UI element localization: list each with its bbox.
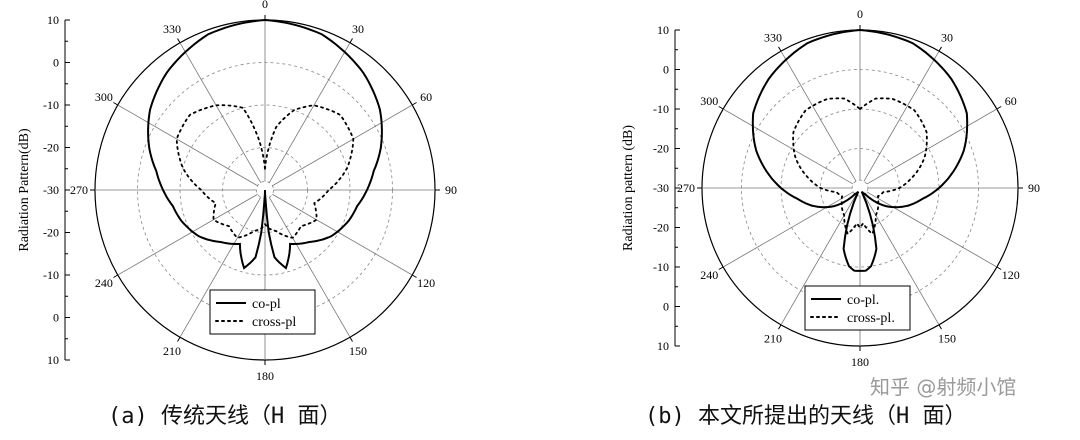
radial-tick-label: -20: [653, 142, 669, 156]
angle-tick-mark: [938, 46, 942, 52]
series-co-pl-line: [147, 18, 383, 270]
angle-tick-label: 180: [256, 369, 274, 383]
radial-tick-label: 0: [663, 300, 669, 314]
radial-tick-label: -10: [653, 260, 669, 274]
legend-label: cross-pl.: [847, 311, 895, 326]
angle-tick-label: 210: [764, 332, 782, 346]
angle-tick-mark: [778, 46, 782, 52]
angle-tick-mark: [349, 336, 353, 342]
polar-chart-b: 0 30 60 90 120 150 180 210 240 270 300 330 10 0 -10 -20…: [621, 7, 1040, 369]
angle-tick-mark: [177, 38, 181, 44]
grid-spoke: [272, 193, 413, 276]
watermark: 知乎 @射频小馆: [870, 375, 1016, 399]
radial-tick-label: 0: [53, 56, 59, 70]
radial-tick-label: -20: [43, 226, 59, 240]
grid-spoke: [866, 108, 998, 185]
caption-b: (b) 本文所提出的天线（H 面）: [645, 404, 966, 429]
radial-tick-label: -10: [43, 98, 59, 112]
angle-tick-label: 270: [677, 181, 695, 195]
angle-tick-mark: [996, 106, 1002, 110]
angle-tick-mark: [938, 324, 942, 330]
grid-spoke: [863, 194, 940, 326]
angle-tick-mark: [113, 102, 119, 106]
grid-spoke: [866, 191, 998, 268]
caption-a: (a) 传统天线（H 面）: [108, 404, 341, 429]
angle-tick-mark: [996, 266, 1002, 270]
grid-spoke: [863, 50, 940, 182]
grid-spoke: [117, 104, 258, 187]
angle-tick-label: 150: [938, 332, 956, 346]
radial-tick-label: -20: [653, 221, 669, 235]
angle-tick-label: 210: [163, 344, 181, 358]
grid-spoke: [268, 42, 351, 183]
angle-tick-label: 180: [851, 355, 869, 369]
angle-tick-label: 60: [420, 90, 432, 104]
radial-tick-label: -30: [43, 183, 59, 197]
angle-tick-mark: [349, 38, 353, 44]
angle-tick-label: 90: [445, 183, 457, 197]
angle-tick-mark: [718, 266, 724, 270]
radial-tick-label: -10: [653, 102, 669, 116]
legend-label: cross-pl: [252, 315, 296, 330]
radial-tick-label: 0: [663, 63, 669, 77]
radial-tick-label: 10: [47, 353, 59, 367]
angle-tick-label: 60: [1005, 94, 1017, 108]
grid-spoke: [780, 194, 857, 326]
grid-spoke: [179, 197, 262, 338]
angle-tick-mark: [778, 324, 782, 330]
grid-spoke: [780, 50, 857, 182]
angle-tick-mark: [177, 336, 181, 342]
angle-tick-label: 240: [95, 276, 113, 290]
angle-tick-label: 330: [163, 22, 181, 36]
radial-tick-label: -10: [43, 268, 59, 282]
angle-tick-label: 150: [349, 344, 367, 358]
y-axis-label: Radiation pattern (dB): [621, 125, 636, 251]
radial-tick-label: 10: [657, 339, 669, 353]
angle-tick-label: 270: [70, 183, 88, 197]
radial-tick-label: -20: [43, 141, 59, 155]
grid-spoke: [272, 104, 413, 187]
angle-tick-label: 240: [700, 268, 718, 282]
y-axis-label: Radiation Pattern(dB): [17, 128, 32, 252]
grid-spoke: [722, 108, 854, 185]
radial-tick-label: 0: [53, 311, 59, 325]
radial-tick-label: 10: [657, 23, 669, 37]
angle-tick-mark: [113, 274, 119, 278]
angle-tick-mark: [411, 274, 417, 278]
radial-tick-label: 10: [47, 13, 59, 27]
grid-spoke: [268, 197, 351, 338]
angle-tick-label: 30: [352, 22, 364, 36]
radial-tick-label: -30: [653, 181, 669, 195]
angle-tick-label: 120: [417, 276, 435, 290]
angle-tick-mark: [718, 106, 724, 110]
series-cross-pl-line: [175, 104, 355, 239]
angle-tick-mark: [411, 102, 417, 106]
angle-tick-label: 120: [1002, 268, 1020, 282]
angle-tick-label: 0: [857, 7, 863, 21]
legend-box: [209, 289, 316, 335]
angle-tick-label: 300: [95, 90, 113, 104]
polar-chart-a: 0 30 60 90 120 150 180 210 240 270 300 330 10 0 -10 -20…: [17, 0, 457, 383]
series-co-pl-line: [751, 28, 969, 272]
legend-box: [804, 285, 911, 331]
angle-tick-label: 330: [764, 30, 782, 44]
grid-spoke: [722, 191, 854, 268]
legend-label: co-pl.: [847, 293, 879, 308]
grid-spoke: [117, 193, 258, 276]
angle-tick-label: 0: [262, 0, 268, 11]
angle-tick-label: 30: [941, 30, 953, 44]
legend-label: co-pl: [252, 297, 281, 312]
angle-tick-label: 300: [700, 94, 718, 108]
series-cross-pl-line: [792, 97, 928, 236]
angle-tick-label: 90: [1028, 181, 1040, 195]
grid-spoke: [179, 42, 262, 183]
